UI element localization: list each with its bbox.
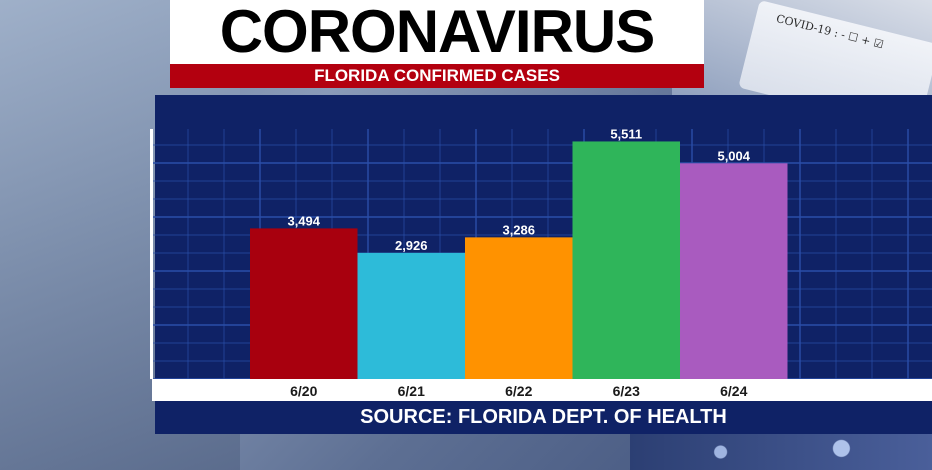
x-tick-label: 6/20 [290, 383, 317, 399]
bar-value-label: 3,286 [502, 222, 535, 237]
x-axis-band [152, 381, 932, 401]
bar-6-22 [465, 237, 573, 379]
x-tick-label: 6/21 [398, 383, 425, 399]
bar-value-label: 2,926 [395, 238, 428, 253]
y-axis-line [150, 129, 153, 379]
bar-value-label: 5,004 [717, 148, 750, 163]
bar-value-label: 3,494 [287, 213, 320, 228]
bar-6-24 [680, 163, 788, 379]
x-axis-line [152, 379, 932, 381]
bar-chart: 3,494 2,926 3,286 5,511 5,004 [152, 129, 932, 379]
chart-value-labels: 3,494 2,926 3,286 5,511 5,004 [287, 129, 750, 253]
virus-background-image [630, 434, 932, 470]
bar-6-21 [357, 252, 465, 379]
bar-6-23 [572, 141, 680, 379]
page-title: CORONAVIRUS [219, 0, 656, 65]
chart-subtitle: FLORIDA CONFIRMED CASES [314, 66, 560, 85]
source-note: SOURCE: FLORIDA DEPT. OF HEALTH [360, 406, 727, 428]
bar-value-label: 5,511 [610, 129, 642, 141]
bar-6-20 [250, 228, 358, 379]
subtitle-banner: FLORIDA CONFIRMED CASES [170, 64, 704, 88]
title-banner: CORONAVIRUS [170, 0, 704, 64]
source-banner: SOURCE: FLORIDA DEPT. OF HEALTH [155, 401, 932, 434]
chart-bars [250, 141, 788, 379]
x-tick-label: 6/24 [720, 383, 747, 399]
x-tick-label: 6/23 [613, 383, 640, 399]
x-tick-label: 6/22 [505, 383, 532, 399]
x-axis-tick-labels: 6/20 6/21 6/22 6/23 6/24 [152, 381, 932, 401]
